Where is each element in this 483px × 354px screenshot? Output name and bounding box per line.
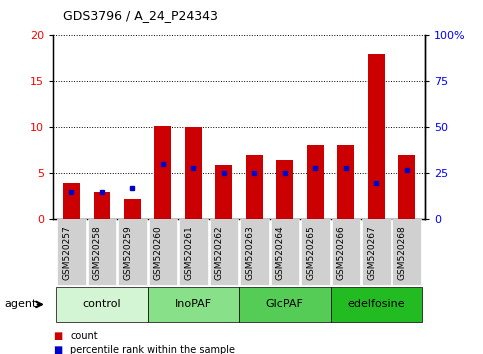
Bar: [63, 183, 80, 219]
Bar: [398, 155, 415, 219]
Text: GSM520265: GSM520265: [306, 225, 315, 280]
Bar: [94, 192, 110, 219]
Bar: [246, 155, 263, 219]
Bar: [215, 165, 232, 219]
Text: GSM520267: GSM520267: [367, 225, 376, 280]
Text: count: count: [70, 331, 98, 341]
Text: GSM520268: GSM520268: [398, 225, 407, 280]
Text: agent: agent: [5, 299, 37, 309]
Text: percentile rank within the sample: percentile rank within the sample: [70, 346, 235, 354]
Text: GlcPAF: GlcPAF: [266, 299, 304, 309]
Text: GSM520263: GSM520263: [245, 225, 255, 280]
Bar: [155, 126, 171, 219]
Text: InoPAF: InoPAF: [175, 299, 212, 309]
Text: GSM520259: GSM520259: [123, 225, 132, 280]
Text: GDS3796 / A_24_P24343: GDS3796 / A_24_P24343: [63, 9, 218, 22]
Bar: [368, 54, 384, 219]
Bar: [338, 145, 354, 219]
Text: GSM520260: GSM520260: [154, 225, 163, 280]
Text: control: control: [83, 299, 121, 309]
Text: GSM520261: GSM520261: [185, 225, 193, 280]
Text: GSM520257: GSM520257: [62, 225, 71, 280]
Text: GSM520266: GSM520266: [337, 225, 346, 280]
Text: ■: ■: [53, 331, 62, 341]
Text: GSM520262: GSM520262: [215, 225, 224, 280]
Text: GSM520264: GSM520264: [276, 225, 285, 280]
Bar: [185, 126, 202, 219]
Bar: [124, 199, 141, 219]
Text: GSM520258: GSM520258: [93, 225, 102, 280]
Text: ■: ■: [53, 346, 62, 354]
Text: edelfosine: edelfosine: [347, 299, 405, 309]
Bar: [307, 145, 324, 219]
Bar: [276, 160, 293, 219]
